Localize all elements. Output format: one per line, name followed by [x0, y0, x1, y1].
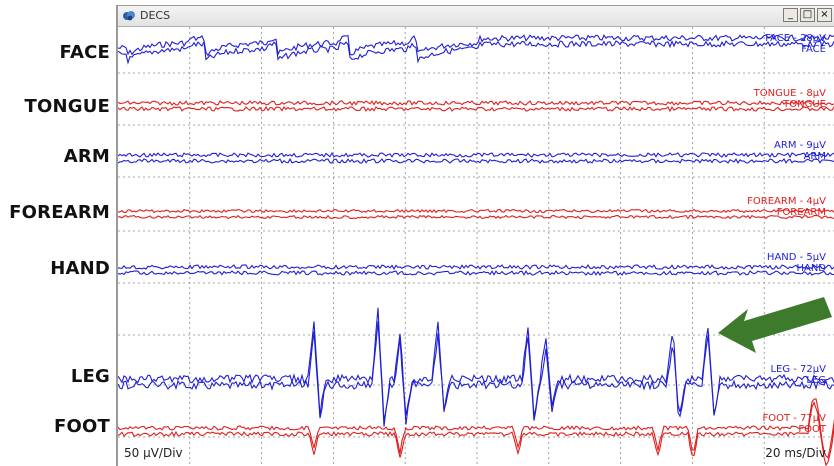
trace-hand-b	[118, 270, 834, 276]
trace-forearm-b	[118, 214, 834, 220]
trace-label-leg: LEG - 72µV	[770, 364, 826, 375]
time-scale-label: 20 ms/Div	[765, 446, 826, 460]
trace-name-tongue: TONGUE	[782, 99, 826, 110]
trace-foot-a	[118, 398, 834, 459]
app-icon	[123, 11, 135, 21]
window-titlebar[interactable]: DECS _ □ ×	[118, 6, 834, 27]
row-label-leg: LEG	[70, 366, 110, 387]
trace-label-arm: ARM - 9µV	[774, 140, 826, 151]
trace-name-hand: HAND	[796, 263, 826, 274]
trace-name-leg: LEG	[806, 375, 826, 386]
trace-forearm-a	[118, 208, 834, 214]
trace-tongue-b	[118, 105, 834, 113]
row-label-face: FACE	[59, 42, 110, 63]
decs-window: DECS _ □ × FACE - 28µV FACE TONGUE - 8µV TO…	[116, 5, 834, 466]
trace-layer	[118, 33, 834, 466]
maximize-button[interactable]: □	[800, 8, 815, 22]
minimize-button[interactable]: _	[783, 8, 798, 22]
row-label-foot: FOOT	[54, 416, 110, 437]
annotation-arrow	[718, 297, 832, 353]
trace-arm-a	[118, 151, 834, 159]
trace-face-a	[118, 33, 834, 57]
trace-tongue-a	[118, 100, 834, 106]
trace-name-arm: ARM	[804, 151, 826, 162]
window-title: DECS	[140, 9, 171, 22]
row-label-tongue: TONGUE	[24, 96, 110, 117]
trace-label-tongue: TONGUE - 8µV	[753, 88, 827, 99]
amplitude-scale-label: 50 µV/Div	[124, 446, 183, 460]
trace-hand-a	[118, 263, 834, 270]
trace-name-face: FACE	[801, 44, 826, 55]
trace-label-face: FACE - 28µV	[765, 33, 826, 44]
trace-leg-a	[118, 307, 834, 422]
trace-leg-b	[118, 321, 834, 427]
close-button[interactable]: ×	[817, 8, 832, 22]
trace-label-forearm: FOREARM - 4µV	[747, 196, 826, 207]
trace-label-foot: FOOT - 77µV	[763, 413, 827, 424]
trace-name-forearm: FOREARM	[777, 207, 826, 218]
trace-name-foot: FOOT	[798, 424, 826, 435]
trace-arm-b	[118, 157, 834, 164]
trace-label-hand: HAND - 5µV	[767, 252, 826, 263]
trace-face-b	[118, 39, 834, 65]
row-label-hand: HAND	[50, 258, 110, 279]
row-label-arm: ARM	[63, 146, 110, 167]
row-label-forearm: FOREARM	[9, 202, 110, 223]
plot-grid	[118, 27, 834, 466]
trace-foot-b	[118, 400, 834, 466]
